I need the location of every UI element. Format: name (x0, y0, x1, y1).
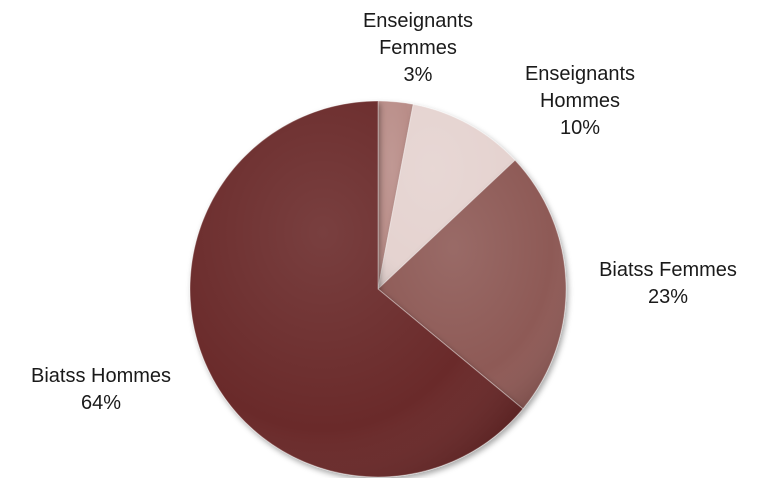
pie-slice-category: Biatss Femmes (599, 259, 737, 281)
pie-slice-label: Enseignants Hommes 10% (525, 63, 635, 139)
pie-slice-category: Hommes (540, 90, 620, 112)
pie-slice-sheen (189, 101, 523, 478)
pie-slice-group (377, 159, 567, 410)
pie-slice-percent: 64% (81, 392, 121, 414)
pie-slice-label: Biatss Femmes 23% (599, 259, 737, 308)
pie-slice-group (377, 103, 516, 291)
pie-slice-percent: 10% (560, 117, 600, 139)
pie-slice-category: Biatss Hommes (31, 365, 171, 387)
pie-slice-group (189, 100, 524, 478)
pie-slice-percent: 23% (648, 286, 688, 308)
pie-slice-category: Enseignants (363, 10, 473, 32)
pie-slice-category: Enseignants (525, 63, 635, 85)
pie-labels: Enseignants Femmes 3% Enseignants Hommes 10% B… (31, 10, 737, 414)
pie-slice-label: Enseignants Femmes 3% (363, 10, 473, 86)
pie-slice-category: Femmes (379, 37, 457, 59)
pie-slice-percent: 3% (404, 64, 433, 86)
pie-slices (189, 100, 567, 478)
pie-slice-label: Biatss Hommes 64% (31, 365, 171, 414)
pie-slice-sheen (378, 160, 566, 409)
pie-slice-sheen (378, 104, 516, 290)
